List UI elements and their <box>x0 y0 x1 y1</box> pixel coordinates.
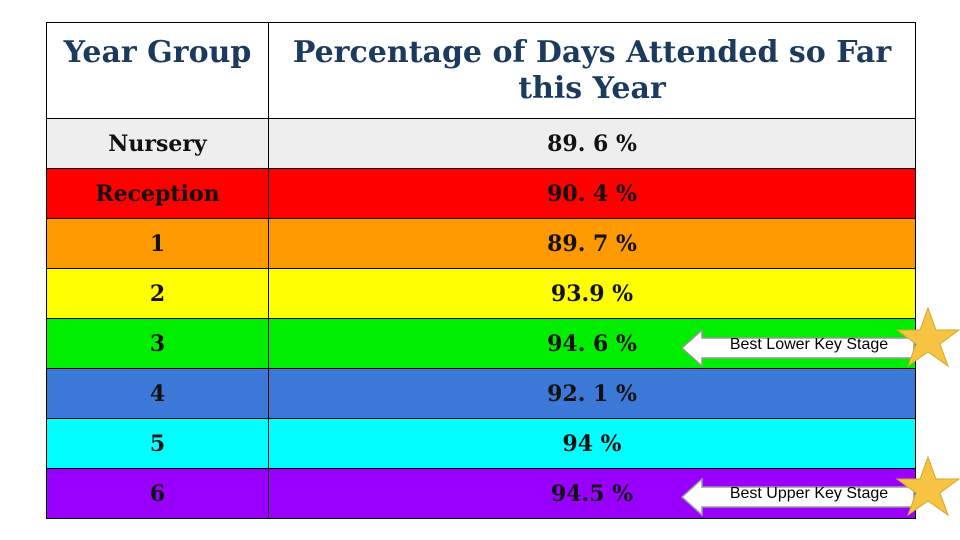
year-group-cell: 2 <box>46 268 269 319</box>
arrow-star-shape <box>680 455 960 517</box>
star-icon <box>895 455 960 517</box>
year-group-cell: Reception <box>46 168 269 219</box>
arrow-star-shape <box>680 306 960 368</box>
percentage-cell: 89. 6 % <box>268 118 916 169</box>
table-row: Nursery 89. 6 % <box>46 118 916 169</box>
year-group-cell: Nursery <box>46 118 269 169</box>
year-group-cell: 3 <box>46 318 269 369</box>
callout-best-lower-key-stage: Best Lower Key Stage <box>680 306 960 376</box>
year-group-cell: 6 <box>46 468 269 519</box>
table-row: 1 89. 7 % <box>46 218 916 269</box>
attendance-table: Year Group Percentage of Days Attended s… <box>46 22 916 519</box>
year-group-cell: 5 <box>46 418 269 469</box>
header-percentage: Percentage of Days Attended so Far this … <box>268 22 916 119</box>
table-row: 2 93.9 % <box>46 268 916 319</box>
table-row: Reception 90. 4 % <box>46 168 916 219</box>
table-row: 5 94 % <box>46 418 916 469</box>
table-header-row: Year Group Percentage of Days Attended s… <box>46 22 916 119</box>
percentage-cell: 93.9 % <box>268 268 916 319</box>
left-arrow-shape <box>680 477 915 517</box>
year-group-cell: 4 <box>46 368 269 419</box>
table-row: 3 94. 6 % <box>46 318 916 369</box>
header-year-group: Year Group <box>46 22 269 119</box>
percentage-cell: 94 % <box>268 418 916 469</box>
left-arrow-shape <box>680 328 915 368</box>
table-row: 4 92. 1 % <box>46 368 916 419</box>
percentage-cell: 92. 1 % <box>268 368 916 419</box>
percentage-cell: 90. 4 % <box>268 168 916 219</box>
percentage-cell: 89. 7 % <box>268 218 916 269</box>
callout-best-upper-key-stage: Best Upper Key Stage <box>680 455 960 525</box>
callout-label: Best Upper Key Stage <box>729 485 889 502</box>
callout-label: Best Lower Key Stage <box>729 336 889 353</box>
year-group-cell: 1 <box>46 218 269 269</box>
star-icon <box>895 306 960 368</box>
